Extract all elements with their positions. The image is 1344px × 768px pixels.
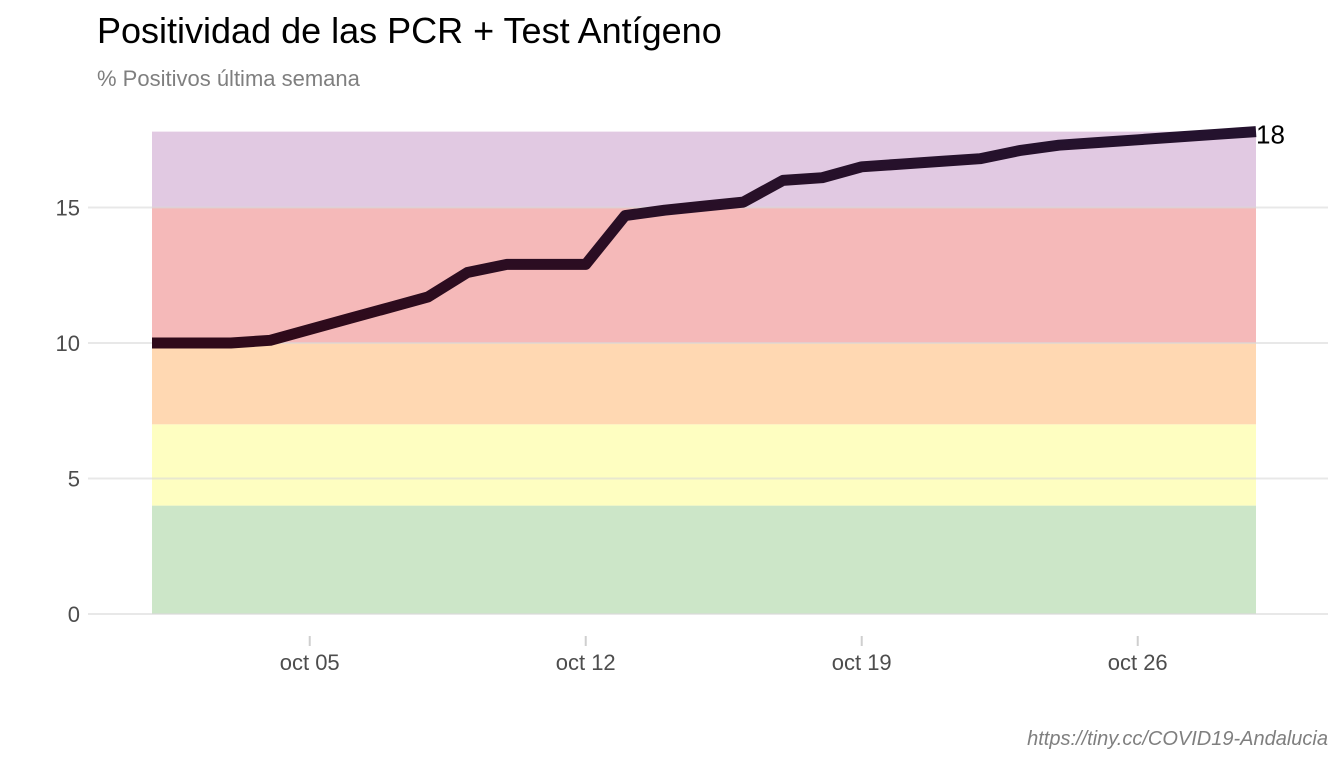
x-axis: oct 05 oct 12 oct 19 oct 26: [280, 636, 1168, 675]
y-axis: 0 5 10 15: [56, 196, 80, 628]
end-value-label: 18: [1256, 120, 1285, 150]
chart-title: Positividad de las PCR + Test Antígeno: [97, 10, 722, 51]
y-tick-label-5: 5: [68, 467, 80, 492]
y-tick-label-15: 15: [56, 196, 80, 221]
x-tick-label-oct-26: oct 26: [1108, 650, 1168, 675]
band-1: [152, 424, 1256, 506]
x-tick-label-oct-05: oct 05: [280, 650, 340, 675]
y-tick-label-0: 0: [68, 602, 80, 627]
positivity-line: [152, 126, 1257, 349]
chart-subtitle: % Positivos última semana: [97, 66, 360, 91]
source-caption: https://tiny.cc/COVID19-Andalucia: [1027, 728, 1328, 750]
series-layer: 18: [152, 120, 1285, 349]
x-tick-label-oct-19: oct 19: [832, 650, 892, 675]
x-tick-label-oct-12: oct 12: [556, 650, 616, 675]
band-0: [152, 505, 1256, 614]
y-tick-label-10: 10: [56, 331, 80, 356]
band-2: [152, 343, 1256, 425]
threshold-bands: [152, 131, 1256, 614]
